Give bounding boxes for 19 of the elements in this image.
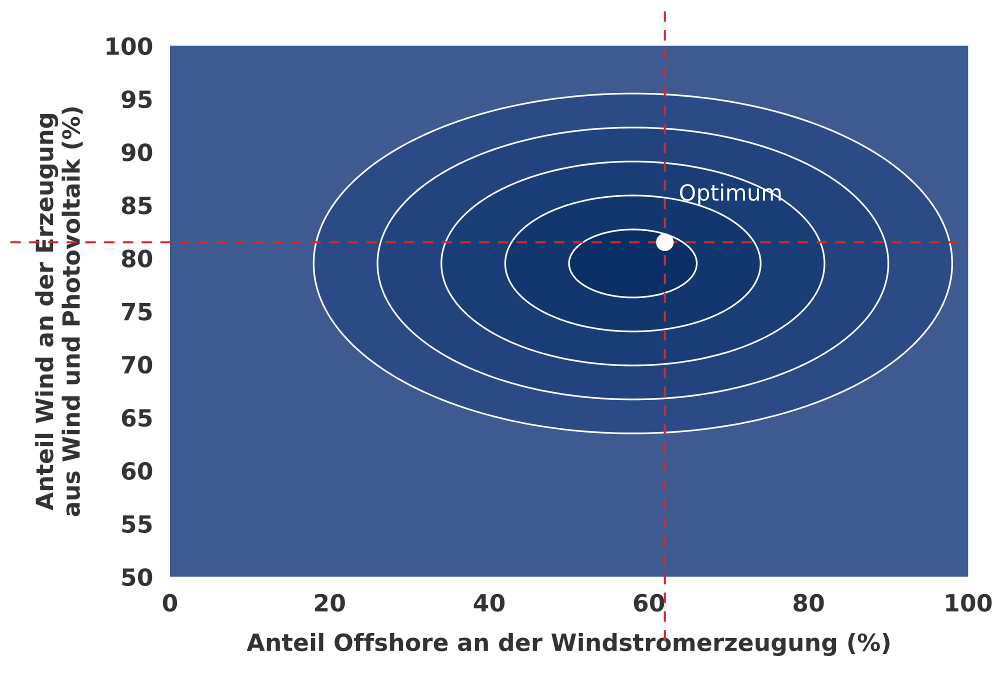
y-tick-label: 95 — [122, 90, 152, 108]
x-axis-title: Anteil Offshore an der Windstromerzeugung (%) — [246, 632, 890, 656]
x-tick-label: 60 — [634, 594, 664, 612]
x-tick-label: 0 — [162, 594, 178, 612]
y-tick-label: 75 — [122, 303, 152, 321]
y-tick-label: 90 — [122, 143, 152, 162]
y-tick-label: 60 — [122, 462, 152, 480]
y-tick-label: 65 — [122, 408, 152, 427]
y-tick-label: 100 — [106, 37, 152, 56]
x-tick-label: 80 — [794, 594, 824, 612]
x-tick-label: 40 — [474, 594, 505, 612]
y-axis-title: Anteil Wind an der Erzeugung aus Wind und Photovoltaik (%) — [35, 107, 83, 516]
y-tick-label: 50 — [122, 568, 152, 586]
y-tick-label: 70 — [122, 356, 152, 374]
x-tick-label: 20 — [315, 594, 345, 612]
x-tick-label: 100 — [946, 594, 992, 612]
y-tick-label: 55 — [122, 515, 152, 533]
y-tick-label: 80 — [122, 250, 152, 268]
y-tick-label: 85 — [122, 196, 152, 214]
